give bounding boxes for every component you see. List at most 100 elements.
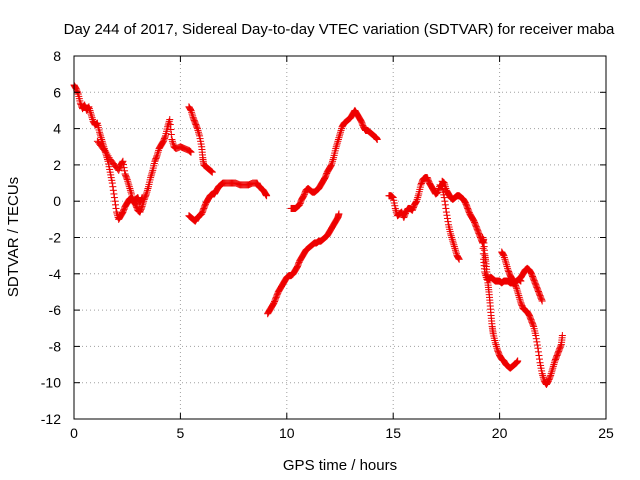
- data-point: [539, 371, 547, 379]
- y-tick-label: 0: [53, 193, 61, 209]
- data-point: [514, 288, 522, 296]
- data-point: [327, 161, 335, 169]
- data-point: [335, 132, 343, 140]
- data-point: [481, 270, 489, 278]
- data-point: [557, 342, 565, 350]
- data-point: [187, 106, 195, 114]
- data-point: [108, 179, 116, 187]
- data-point: [124, 179, 132, 187]
- data-point: [449, 237, 457, 245]
- data-point: [193, 123, 201, 131]
- data-point: [118, 159, 126, 167]
- data-point: [516, 295, 524, 303]
- x-tick-label: 25: [598, 425, 614, 441]
- y-tick-label: 8: [53, 48, 61, 64]
- data-point: [147, 172, 155, 180]
- data-point: [550, 359, 558, 367]
- data-point: [515, 293, 523, 301]
- data-point: [111, 197, 119, 205]
- data-point: [413, 195, 421, 203]
- data-point: [515, 292, 523, 300]
- data-point: [549, 362, 557, 370]
- axis-ticks: 0 5 10 15 20 25 -12 -10 -8 -6 -4 -2 0 2 4 6 8: [41, 48, 614, 441]
- data-point: [188, 108, 196, 116]
- data-point: [138, 204, 146, 212]
- data-point: [138, 194, 146, 202]
- data-point: [332, 145, 340, 153]
- data-point: [546, 373, 554, 381]
- data-point: [434, 186, 442, 194]
- data-point: [549, 364, 557, 372]
- data-point: [119, 157, 127, 165]
- data-point: [154, 148, 162, 156]
- data-point: [188, 110, 196, 118]
- data-point: [447, 232, 455, 240]
- data-point: [142, 191, 150, 199]
- data-point: [534, 348, 542, 356]
- data-point: [102, 148, 110, 156]
- data-point: [558, 332, 566, 340]
- data-point: [333, 139, 341, 147]
- data-point: [126, 186, 134, 194]
- data-point: [441, 197, 449, 205]
- data-point: [514, 357, 522, 365]
- data-point: [148, 170, 156, 178]
- data-point: [208, 168, 216, 176]
- data-point: [138, 203, 146, 211]
- data-point: [509, 277, 517, 285]
- data-point: [373, 135, 381, 143]
- data-point: [449, 239, 457, 247]
- data-point: [504, 264, 512, 272]
- data-point: [148, 168, 156, 176]
- data-point: [500, 253, 508, 261]
- data-point: [451, 244, 459, 252]
- data-point: [292, 264, 300, 272]
- data-point: [499, 250, 507, 258]
- data-point: [96, 128, 104, 136]
- data-point: [442, 208, 450, 216]
- data-point: [533, 338, 541, 346]
- y-tick-label: 6: [53, 84, 61, 100]
- data-point: [500, 252, 508, 260]
- data-point: [336, 130, 344, 138]
- data-point: [503, 263, 511, 271]
- data-point: [186, 105, 194, 113]
- y-tick-label: -2: [49, 230, 62, 246]
- data-point: [502, 259, 510, 267]
- data-point: [441, 183, 449, 191]
- data-point: [492, 341, 500, 349]
- x-tick-label: 10: [279, 425, 295, 441]
- data-point: [97, 134, 105, 142]
- data-points: [70, 81, 566, 389]
- data-point: [126, 184, 134, 192]
- data-point: [104, 152, 112, 160]
- data-point: [482, 272, 490, 280]
- data-point: [334, 137, 342, 145]
- data-point: [448, 235, 456, 243]
- data-point: [138, 195, 146, 203]
- data-point: [491, 339, 499, 347]
- data-point: [119, 160, 127, 168]
- data-point: [539, 373, 547, 381]
- data-point: [481, 268, 489, 276]
- data-point: [538, 296, 546, 304]
- data-point: [168, 137, 176, 145]
- data-point: [194, 126, 202, 134]
- data-point: [493, 344, 501, 352]
- data-point: [513, 286, 521, 294]
- y-tick-label: -8: [49, 338, 62, 354]
- data-point: [123, 175, 131, 183]
- data-point: [452, 248, 460, 256]
- data-point: [165, 117, 173, 125]
- x-tick-label: 0: [70, 425, 78, 441]
- data-point: [167, 130, 175, 138]
- data-point: [450, 243, 458, 251]
- data-point: [455, 254, 463, 262]
- data-point: [154, 150, 162, 158]
- data-point: [448, 234, 456, 241]
- data-point: [189, 112, 197, 120]
- data-point: [124, 177, 132, 185]
- data-point: [143, 188, 151, 196]
- data-point: [71, 83, 79, 91]
